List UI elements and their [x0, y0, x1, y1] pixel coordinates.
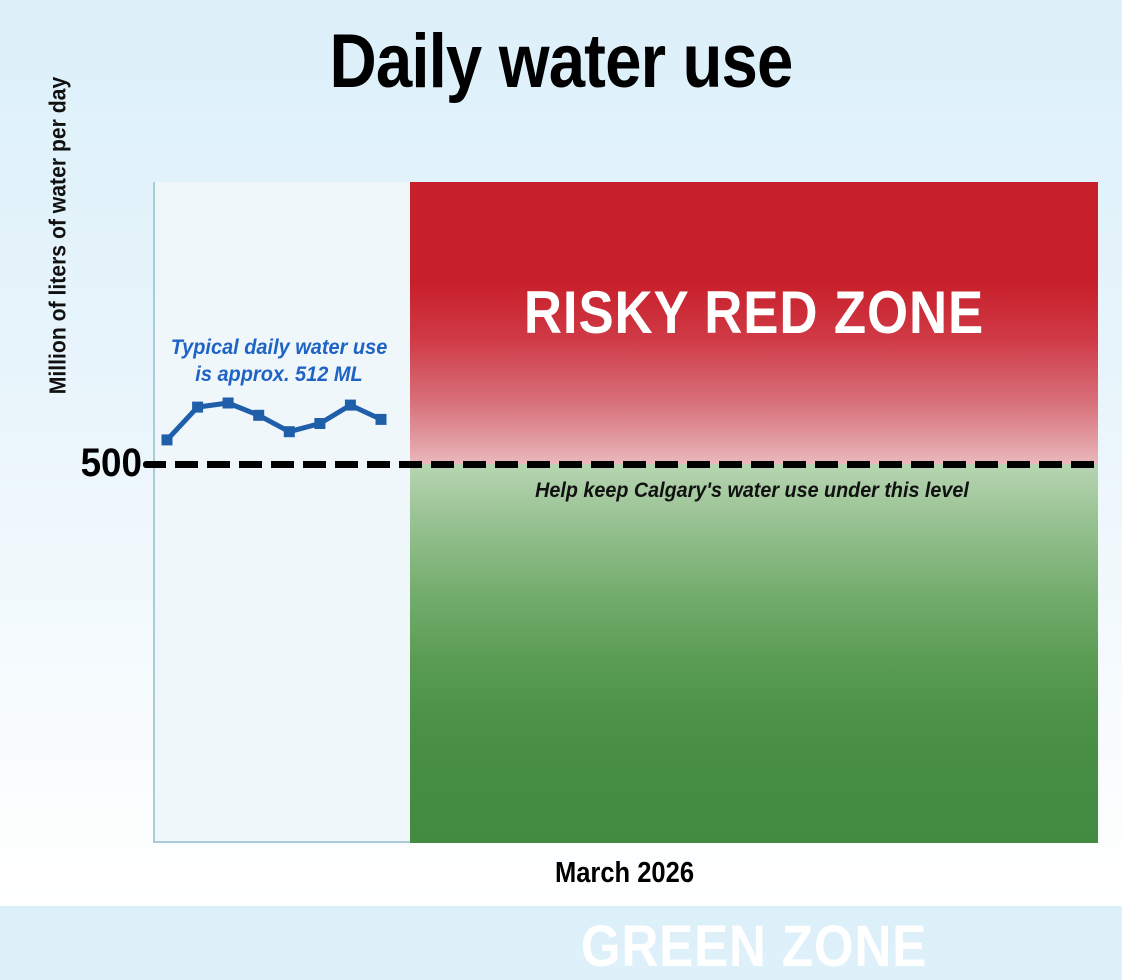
green-zone-label: GREEN ZONE: [580, 914, 928, 979]
green-zone-band: GREEN ZONE: [410, 464, 1098, 979]
risky-red-zone-label: RISKY RED ZONE: [523, 279, 985, 346]
y-axis-tick-500: 500: [80, 441, 142, 485]
plot-area: RISKY RED ZONE GREEN ZONE: [153, 182, 1098, 979]
series-annotation-line-2: is approx. 512 ML: [195, 363, 363, 387]
y-axis-title: Million of liters of water per day: [44, 76, 71, 395]
zone-bands: RISKY RED ZONE GREEN ZONE: [410, 182, 1098, 979]
page-title: Daily water use: [329, 19, 793, 104]
risky-red-zone-band: RISKY RED ZONE: [410, 182, 1098, 464]
series-annotation: Typical daily water use is approx. 512 M…: [158, 334, 399, 389]
x-axis-label: March 2026: [554, 857, 695, 889]
infographic-canvas: Daily water use Million of liters of wat…: [44, 19, 1103, 979]
threshold-dashed-line: [143, 461, 1103, 468]
threshold-caption: Help keep Calgary's water use under this…: [535, 479, 969, 502]
series-annotation-line-1: Typical daily water use: [170, 336, 388, 359]
